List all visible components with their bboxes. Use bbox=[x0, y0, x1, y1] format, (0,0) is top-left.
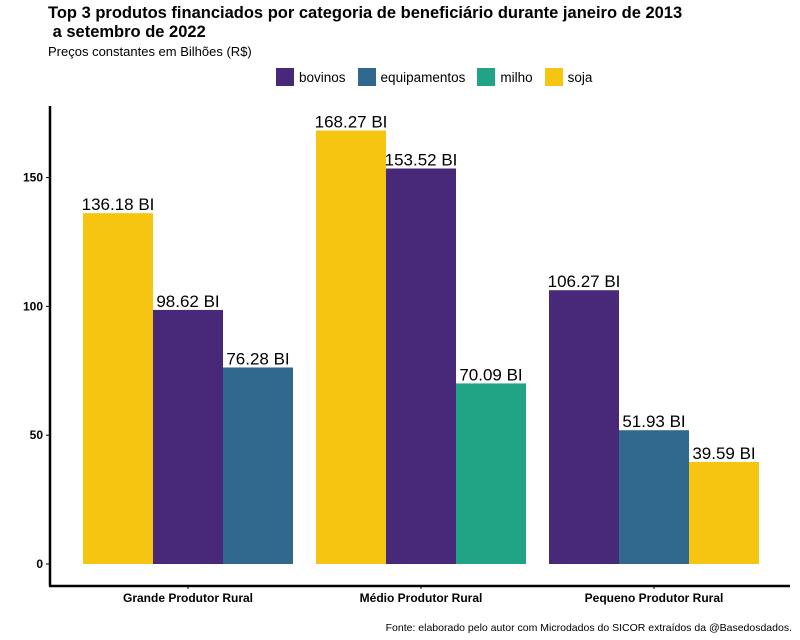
x-tick-label: Pequeno Produtor Rural bbox=[585, 591, 724, 605]
legend-swatch bbox=[477, 68, 496, 86]
legend-item-milho: milho bbox=[477, 68, 533, 86]
x-tick-label: Grande Produtor Rural bbox=[123, 591, 253, 605]
data-label: 98.62 BI bbox=[156, 292, 219, 311]
legend-label: bovinos bbox=[299, 69, 346, 85]
bar-soja bbox=[83, 213, 153, 564]
bar-soja bbox=[316, 130, 386, 564]
legend: bovinos equipamentos milho soja bbox=[276, 68, 604, 86]
legend-swatch bbox=[544, 68, 563, 86]
bar-bovinos bbox=[549, 290, 619, 564]
data-label: 136.18 BI bbox=[82, 195, 155, 214]
legend-item-soja: soja bbox=[544, 68, 593, 86]
data-label: 51.93 BI bbox=[622, 412, 685, 431]
bar-milho bbox=[456, 383, 526, 564]
chart-subtitle: Preços constantes em Bilhões (R$) bbox=[48, 44, 252, 59]
legend-label: equipamentos bbox=[380, 69, 466, 85]
legend-label: soja bbox=[567, 69, 593, 85]
bar-equipamentos bbox=[223, 367, 293, 564]
y-tick-label: 0 bbox=[36, 557, 43, 571]
chart-title: Top 3 produtos financiados por categoria… bbox=[48, 4, 683, 41]
data-label: 70.09 BI bbox=[459, 365, 522, 384]
bar-bovinos bbox=[153, 309, 223, 564]
legend-swatch bbox=[357, 68, 376, 86]
legend-item-equipamentos: equipamentos bbox=[357, 68, 466, 86]
bar-equipamentos bbox=[619, 430, 689, 564]
data-label: 39.59 BI bbox=[692, 444, 755, 463]
data-label: 76.28 BI bbox=[226, 349, 289, 368]
data-label: 106.27 BI bbox=[548, 272, 621, 291]
y-tick-label: 50 bbox=[30, 428, 44, 442]
bar-bovinos bbox=[386, 168, 456, 564]
x-tick-label: Médio Produtor Rural bbox=[360, 591, 483, 605]
y-tick-label: 150 bbox=[23, 171, 43, 185]
legend-label: milho bbox=[500, 69, 533, 85]
data-label: 168.27 BI bbox=[315, 112, 388, 131]
y-tick-label: 100 bbox=[23, 299, 43, 313]
data-label: 153.52 BI bbox=[385, 150, 458, 169]
bar-soja bbox=[689, 462, 759, 564]
legend-item-bovinos: bovinos bbox=[276, 68, 346, 86]
legend-swatch bbox=[276, 68, 294, 86]
source-caption: Fonte: elaborado pelo autor com Microdad… bbox=[385, 622, 792, 634]
